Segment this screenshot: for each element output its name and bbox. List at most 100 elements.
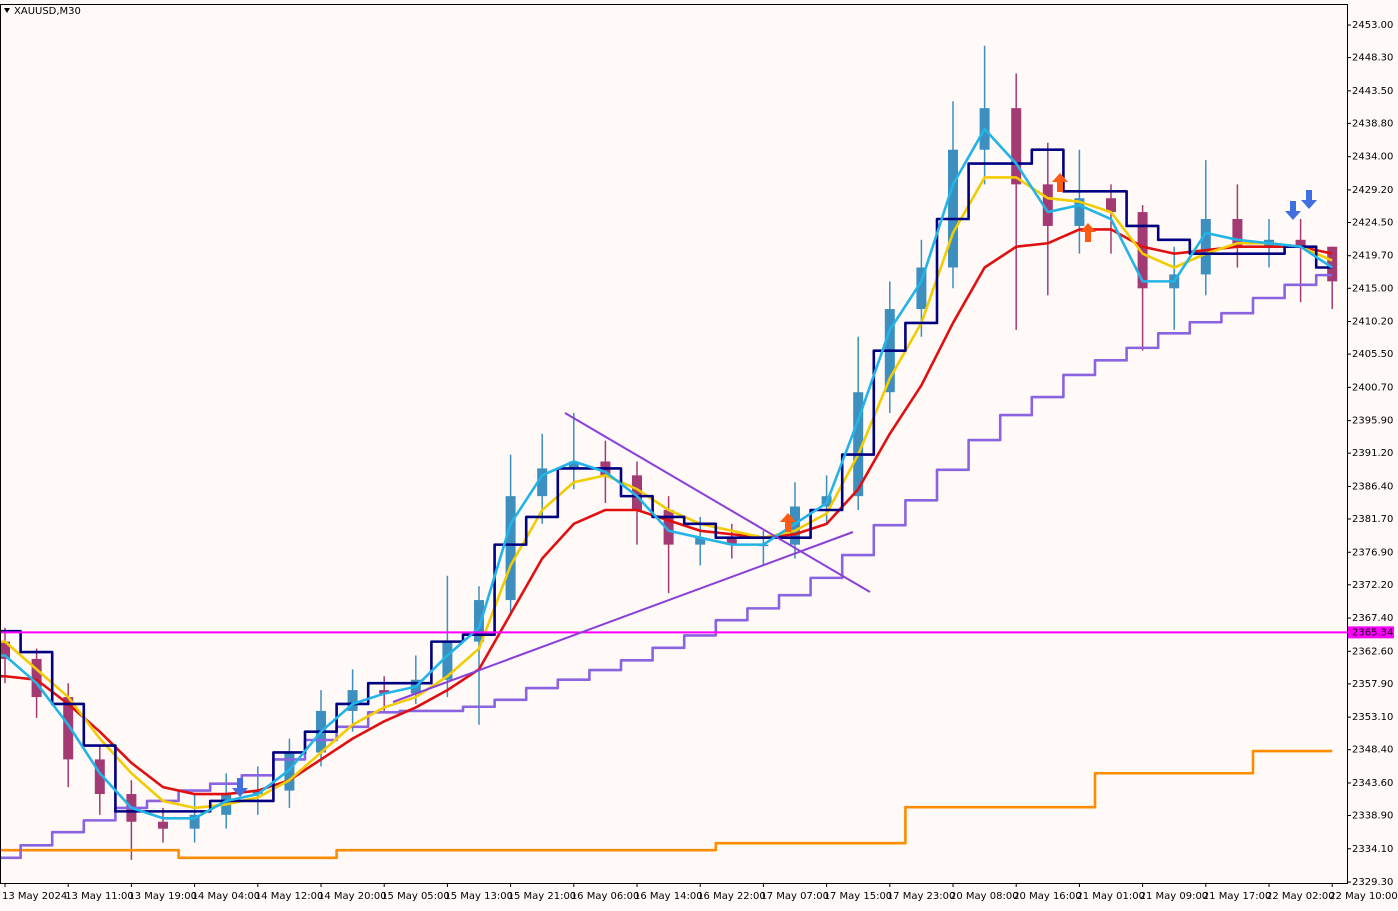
y-tick-label: 2429.20 xyxy=(1352,185,1393,196)
candle-body xyxy=(568,461,579,469)
candle-body xyxy=(189,814,200,829)
candle-body xyxy=(663,509,674,545)
plot-area xyxy=(1,45,1347,860)
price-level-label: 2365.34 xyxy=(1352,627,1393,638)
candle-body xyxy=(632,475,642,510)
up-arrow xyxy=(1080,223,1096,242)
candle-body xyxy=(1106,198,1116,213)
candle-body xyxy=(1327,246,1338,282)
x-tick-label: 17 May 23:00 xyxy=(887,891,956,902)
candle-body xyxy=(252,790,263,795)
candle-body xyxy=(379,690,390,694)
candle-body xyxy=(916,267,927,310)
y-tick-label: 2415.00 xyxy=(1352,283,1393,294)
candle-body xyxy=(158,821,168,829)
candle-body xyxy=(63,697,74,760)
x-tick-label: 15 May 21:00 xyxy=(508,891,577,902)
x-tick-label: 21 May 01:00 xyxy=(1076,891,1145,902)
candle-body xyxy=(1011,108,1022,185)
y-tick-label: 2400.70 xyxy=(1352,382,1393,393)
candle-body xyxy=(505,496,516,601)
y-tick-label: 2438.80 xyxy=(1352,118,1393,129)
symbol-menu-icon[interactable] xyxy=(4,8,10,13)
price-level-box xyxy=(1348,626,1394,639)
y-tick-label: 2338.90 xyxy=(1352,811,1393,822)
candle-body xyxy=(1200,219,1211,275)
x-tick-label: 13 May 11:00 xyxy=(65,891,134,902)
step-line xyxy=(1,148,1333,813)
trendline xyxy=(392,531,854,703)
y-tick-label: 2362.60 xyxy=(1352,646,1393,657)
x-tick-label: 16 May 22:00 xyxy=(697,891,766,902)
candle-body xyxy=(442,641,453,680)
moving-average xyxy=(1,127,1333,820)
step-line xyxy=(1,273,1333,860)
x-tick-label: 20 May 08:00 xyxy=(950,891,1019,902)
candle-body xyxy=(1137,212,1148,289)
up-arrow xyxy=(780,513,796,532)
x-tick-label: 17 May 15:00 xyxy=(824,891,893,902)
y-tick-label: 2357.90 xyxy=(1352,679,1393,690)
down-arrow xyxy=(1285,201,1301,220)
y-tick-label: 2386.40 xyxy=(1352,481,1393,492)
indicators xyxy=(1,127,1347,860)
y-tick-label: 2381.70 xyxy=(1352,514,1393,525)
y-tick-label: 2419.70 xyxy=(1352,251,1393,262)
buy-signals xyxy=(780,173,1096,532)
y-tick-label: 2443.50 xyxy=(1352,86,1393,97)
candle-body xyxy=(347,690,358,711)
step-line xyxy=(1,749,1333,860)
x-tick-label: 14 May 12:00 xyxy=(255,891,324,902)
x-tick-label: 17 May 07:00 xyxy=(760,891,829,902)
trendline xyxy=(564,412,871,593)
y-tick-label: 2367.40 xyxy=(1352,613,1393,624)
candle-body xyxy=(537,468,548,497)
x-tick-label: 14 May 20:00 xyxy=(318,891,387,902)
candle-body xyxy=(31,658,42,698)
plot-frame xyxy=(0,4,1348,884)
y-tick-label: 2334.10 xyxy=(1352,844,1393,855)
y-tick-label: 2353.10 xyxy=(1352,712,1393,723)
y-axis: 2453.00 2448.30 2443.50 2438.80 2434.00 2429.… xyxy=(1347,20,1394,888)
x-tick-label: 20 May 16:00 xyxy=(1013,891,1082,902)
x-tick-label: 22 May 02:00 xyxy=(1266,891,1335,902)
candle-body xyxy=(948,149,958,268)
x-tick-label: 13 May 2024 xyxy=(2,891,67,902)
chart-title: XAUUSD,M30 xyxy=(14,6,81,17)
y-tick-label: 2372.20 xyxy=(1352,580,1393,591)
y-tick-label: 2343.60 xyxy=(1352,778,1393,789)
x-tick-label: 14 May 04:00 xyxy=(192,891,261,902)
y-tick-label: 2410.20 xyxy=(1352,317,1393,328)
down-arrow xyxy=(1301,190,1317,209)
x-tick-label: 22 May 10:00 xyxy=(1329,891,1398,902)
y-tick-label: 2424.50 xyxy=(1352,217,1393,228)
y-tick-label: 2329.30 xyxy=(1352,877,1393,888)
down-arrow xyxy=(232,778,248,797)
candle-body xyxy=(1295,239,1306,247)
candle-body xyxy=(284,752,295,791)
y-tick-label: 2405.50 xyxy=(1352,349,1393,360)
candle-body xyxy=(1074,198,1085,226)
candle-body xyxy=(695,537,706,545)
sell-signals xyxy=(232,190,1317,797)
x-tick-label: 21 May 09:00 xyxy=(1140,891,1209,902)
candle-body xyxy=(1,641,10,659)
candle-body xyxy=(790,506,800,545)
x-tick-label: 15 May 13:00 xyxy=(444,891,513,902)
candle-body xyxy=(726,537,737,545)
up-arrow xyxy=(1052,173,1068,192)
x-tick-label: 21 May 17:00 xyxy=(1203,891,1272,902)
candle-body xyxy=(1232,219,1243,247)
x-tick-label: 15 May 05:00 xyxy=(381,891,450,902)
x-tick-label: 13 May 19:00 xyxy=(128,891,197,902)
candle-body xyxy=(94,759,105,795)
y-tick-label: 2395.90 xyxy=(1352,416,1393,427)
y-tick-label: 2391.20 xyxy=(1352,448,1393,459)
candle-body xyxy=(853,392,864,497)
y-tick-label: 2376.90 xyxy=(1352,547,1393,558)
candle-body xyxy=(474,600,484,642)
y-tick-label: 2453.00 xyxy=(1352,20,1393,31)
